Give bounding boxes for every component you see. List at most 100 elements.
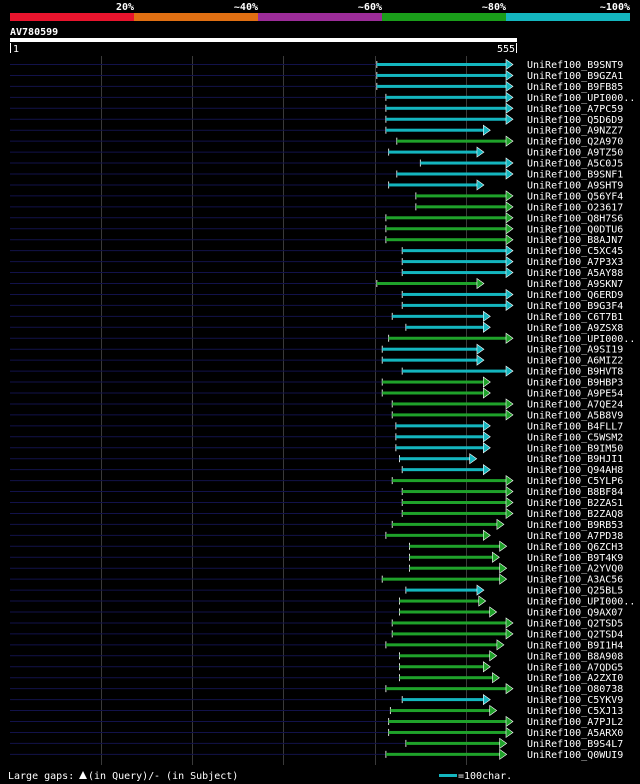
hit-row[interactable]: UniRef100_O80738 (10, 683, 623, 696)
hit-bar[interactable] (402, 303, 507, 307)
hit-row[interactable]: UniRef100_B9SNF1 (10, 168, 623, 181)
hit-bar[interactable] (402, 490, 507, 494)
hit-row[interactable]: UniRef100_O23617 (10, 201, 623, 214)
hit-row[interactable]: UniRef100_A2YVQ0 (10, 562, 623, 575)
hit-row[interactable]: UniRef100_A5AY88 (10, 266, 623, 280)
hit-label[interactable]: UniRef100_UPI000.. (527, 597, 635, 608)
hit-row[interactable]: UniRef100_B9IM50 (10, 442, 623, 455)
hit-row[interactable]: UniRef100_Q6ZCH3 (10, 540, 623, 553)
hit-row[interactable]: UniRef100_B9HJI1 (10, 453, 623, 466)
hit-row[interactable]: UniRef100_C5WSM2 (10, 431, 623, 444)
hit-bar[interactable] (392, 522, 498, 526)
hit-bar[interactable] (396, 172, 507, 176)
hit-bar[interactable] (376, 84, 507, 88)
hit-row[interactable]: UniRef100_A7PJL2 (10, 715, 623, 729)
hit-bar[interactable] (388, 730, 507, 734)
hit-label[interactable]: UniRef100_Q2TSD5 (527, 618, 623, 629)
hit-row[interactable]: UniRef100_C5YKV9 (10, 694, 623, 707)
hit-bar[interactable] (405, 325, 485, 329)
hit-row[interactable]: UniRef100_A9NZZ7 (10, 124, 623, 137)
hit-row[interactable]: UniRef100_A9TZ50 (10, 146, 623, 159)
hit-bar[interactable] (388, 183, 478, 187)
query-name[interactable]: AV780599 (10, 27, 58, 38)
hit-label[interactable]: UniRef100_Q94AH8 (527, 465, 623, 476)
hit-bar[interactable] (385, 106, 507, 110)
hit-row[interactable]: UniRef100_A2ZXI0 (10, 672, 623, 685)
hit-label[interactable]: UniRef100_Q2A970 (527, 137, 623, 148)
hit-row[interactable]: UniRef100_Q6ERD9 (10, 288, 623, 301)
hit-label[interactable]: UniRef100_B8BF84 (527, 487, 623, 498)
hit-row[interactable]: UniRef100_A5C0J5 (10, 157, 623, 170)
hit-bar[interactable] (392, 479, 507, 483)
hit-bar[interactable] (385, 643, 498, 647)
hit-label[interactable]: UniRef100_B9HJI1 (527, 454, 623, 465)
hit-label[interactable]: UniRef100_B9HVT8 (527, 367, 623, 378)
hit-bar[interactable] (382, 380, 485, 384)
hit-label[interactable]: UniRef100_A7PD38 (527, 531, 623, 542)
hit-label[interactable]: UniRef100_A3AC56 (527, 575, 623, 586)
hit-bar[interactable] (395, 424, 485, 428)
hit-bar[interactable] (402, 501, 507, 504)
hit-bar[interactable] (402, 468, 485, 472)
hit-bar[interactable] (402, 271, 507, 275)
hit-row[interactable]: UniRef100_B9HVT8 (10, 365, 623, 378)
hit-label[interactable]: UniRef100_A7QE24 (527, 399, 623, 410)
hit-label[interactable]: UniRef100_B9T4K9 (527, 553, 623, 564)
hit-label[interactable]: UniRef100_B8AJN7 (527, 235, 623, 246)
hit-row[interactable]: UniRef100_B8AJN7 (10, 234, 623, 247)
hit-bar[interactable] (409, 544, 501, 548)
hit-bar[interactable] (388, 336, 507, 340)
hit-label[interactable]: UniRef100_A2YVQ0 (527, 564, 623, 575)
hit-row[interactable]: UniRef100_B9FB85 (10, 80, 623, 93)
hit-label[interactable]: UniRef100_O80738 (527, 684, 623, 695)
hit-row[interactable]: UniRef100_B9I1H4 (10, 639, 623, 652)
hit-label[interactable]: UniRef100_A7P3X3 (527, 257, 623, 268)
hit-bar[interactable] (395, 446, 485, 450)
hit-label[interactable]: UniRef100_Q0WUI9 (527, 750, 623, 761)
hit-row[interactable]: UniRef100_A7QE24 (10, 398, 623, 411)
hit-label[interactable]: UniRef100_Q5D6D9 (527, 115, 623, 126)
hit-label[interactable]: UniRef100_A9TZ50 (527, 148, 623, 159)
hit-label[interactable]: UniRef100_A5C0J5 (527, 159, 623, 170)
hit-bar[interactable] (405, 741, 501, 745)
hit-bar[interactable] (409, 566, 501, 570)
hit-label[interactable]: UniRef100_Q8H7S6 (527, 213, 623, 224)
hit-row[interactable]: UniRef100_B9HBP3 (10, 376, 623, 389)
hit-label[interactable]: UniRef100_B9HBP3 (527, 378, 623, 389)
hit-row[interactable]: UniRef100_A5ARX0 (10, 726, 623, 739)
hit-bar[interactable] (396, 139, 507, 143)
hit-label[interactable]: UniRef100_A5B8V9 (527, 410, 623, 421)
hit-label[interactable]: UniRef100_A5ARX0 (527, 728, 623, 739)
hit-bar[interactable] (399, 610, 491, 614)
hit-bar[interactable] (392, 413, 507, 417)
hit-label[interactable]: UniRef100_Q25BL5 (527, 586, 623, 597)
hit-bar[interactable] (385, 128, 485, 132)
hit-label[interactable]: UniRef100_B4FLL7 (527, 421, 623, 432)
hit-bar[interactable] (385, 238, 507, 242)
hit-bar[interactable] (402, 511, 507, 515)
hit-row[interactable]: UniRef100_UPI000.. (10, 595, 635, 608)
hit-row[interactable]: UniRef100_Q8H7S6 (10, 212, 623, 225)
hit-row[interactable]: UniRef100_Q2TSD4 (10, 628, 623, 641)
hit-row[interactable]: UniRef100_B9SNT9 (10, 58, 623, 72)
hit-row[interactable]: UniRef100_Q25BL5 (10, 584, 623, 597)
hit-bar[interactable] (385, 95, 507, 99)
hit-row[interactable]: UniRef100_C5XJ13 (10, 704, 623, 718)
hit-row[interactable]: UniRef100_C5XC45 (10, 245, 623, 258)
hit-row[interactable]: UniRef100_B2ZAQ8 (10, 507, 623, 520)
hit-label[interactable]: UniRef100_Q56YF4 (527, 191, 623, 202)
hit-row[interactable]: UniRef100_Q9AX07 (10, 606, 623, 619)
hit-label[interactable]: UniRef100_UPI000.. (527, 93, 635, 104)
hit-bar[interactable] (395, 435, 485, 439)
hit-bar[interactable] (376, 63, 507, 66)
hit-label[interactable]: UniRef100_Q6ERD9 (527, 290, 623, 301)
hit-bar[interactable] (392, 402, 507, 406)
hit-label[interactable]: UniRef100_C5XC45 (527, 246, 623, 257)
hit-row[interactable]: UniRef100_UPI000.. (10, 91, 635, 104)
hit-label[interactable]: UniRef100_C5WSM2 (527, 432, 623, 443)
hit-row[interactable]: UniRef100_B9RB53 (10, 518, 623, 531)
hit-row[interactable]: UniRef100_A6MIZ2 (10, 354, 623, 367)
hit-bar[interactable] (376, 282, 478, 285)
hit-label[interactable]: UniRef100_B9S4L7 (527, 739, 623, 750)
hit-label[interactable]: UniRef100_B2ZAQ8 (527, 509, 623, 520)
